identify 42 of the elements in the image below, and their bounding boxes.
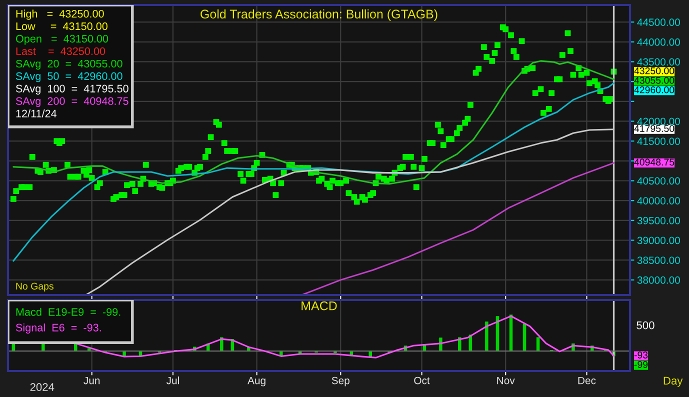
annotation: SAvg 20 = 43055.00 xyxy=(16,60,122,70)
y-tick-label: 44000.00 xyxy=(637,38,680,46)
x-tick-label: Aug xyxy=(248,376,266,386)
annotation: 12/11/24 xyxy=(16,109,57,118)
y-tick-label: 40000.00 xyxy=(637,197,680,204)
y-tick-label: 39500.00 xyxy=(637,216,680,224)
annotation: Macd E19-E9 = -99. xyxy=(16,308,120,316)
y-tick-label: 43500.00 xyxy=(637,58,680,66)
annotation: -93 xyxy=(634,352,648,358)
annotation: High = 43250.00 xyxy=(16,10,104,20)
chart-title: Gold Traders Association: Bullion (GTAGB) xyxy=(200,9,438,21)
x-tick-label: Jun xyxy=(84,376,100,384)
text: Day xyxy=(664,376,683,387)
text: 2024 xyxy=(30,383,54,392)
x-tick-label: Oct xyxy=(414,376,430,384)
annotation: SAvg 100 = 41795.50 xyxy=(16,84,128,95)
y-tick-label: 42000.00 xyxy=(637,118,680,126)
annotation: 41795.50 xyxy=(634,125,674,132)
y-tick-label: 38000.00 xyxy=(637,276,680,284)
annotation: SAvg 50 = 42960.00 xyxy=(16,72,122,82)
y-tick-label: 39000.00 xyxy=(637,236,680,244)
x-tick-label: Nov xyxy=(497,376,515,384)
annotation: 43055.00 xyxy=(634,76,674,84)
y-tick-label: 38500.00 xyxy=(637,256,680,264)
x-tick-label: Sep xyxy=(332,376,350,386)
chart-title: MACD xyxy=(302,301,337,310)
annotation: SAvg 200 = 40948.75 xyxy=(16,97,128,108)
annotation: Low = 43150.00 xyxy=(16,22,108,30)
annotation: 40948.75 xyxy=(634,158,674,166)
y-tick-label: 41500.00 xyxy=(637,138,680,145)
annotation: No Gaps xyxy=(16,282,54,292)
annotation: Last = 43250.00 xyxy=(16,47,106,56)
annotation: Open = 43150.00 xyxy=(16,34,108,45)
text: 500 xyxy=(636,321,654,330)
x-tick-label: Jul xyxy=(166,376,179,384)
annotation: Signal E6 = -93. xyxy=(16,323,101,334)
annotation: 43250.00 xyxy=(634,67,674,74)
annotation: 42960.00 xyxy=(634,86,674,94)
y-tick-label: 44500.00 xyxy=(637,18,680,26)
x-tick-label: Dec xyxy=(578,376,596,384)
annotation: -99 xyxy=(634,361,648,368)
y-tick-label: 40500.00 xyxy=(637,177,680,185)
